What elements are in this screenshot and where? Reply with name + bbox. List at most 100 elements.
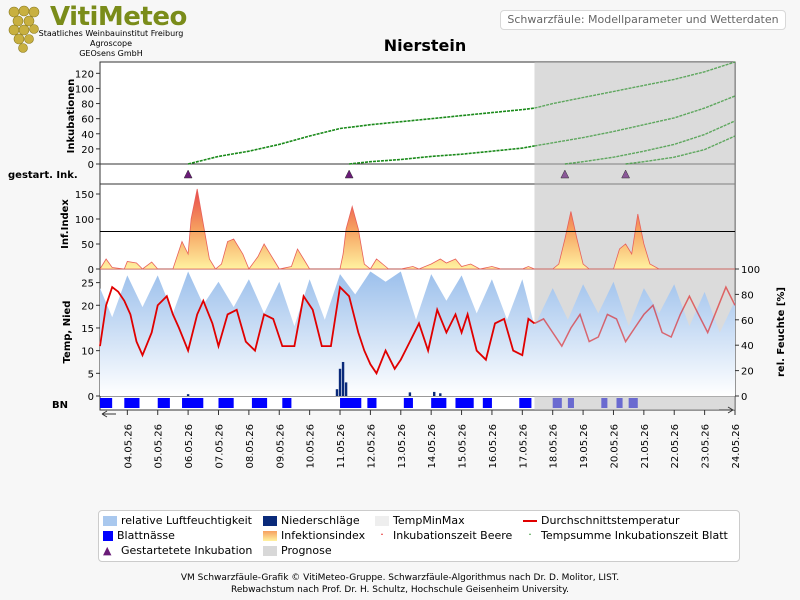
- gestartete-inkubation-marker-2: [344, 169, 354, 179]
- chart-canvas: 0 20 40 60 80 100 120 0 50 100 150 0 5 10 15 20 25 0 20 40 6…: [8, 61, 787, 469]
- x-tick-label: 13.05.26: [397, 424, 408, 469]
- niederschlag-bar-8: [186, 394, 190, 396]
- legend-item-durchschnittstemperatur: Durchschnittstemperatur: [523, 514, 680, 528]
- logo-line-3: GEOsens GmbH: [79, 49, 143, 58]
- gestartete-inkubation-marker-1: [183, 169, 193, 179]
- legend-label: TempMinMax: [393, 514, 465, 527]
- inf-tick-label: 0: [88, 265, 94, 276]
- legend-item-luftfeuchte: relative Luftfeuchtigkeit: [103, 514, 252, 528]
- temp-tick-label: 5: [88, 369, 94, 380]
- blattnaesse-bar-12: [455, 398, 474, 408]
- legend-item-prognose: Prognose: [263, 544, 332, 558]
- x-tick-label: 21.05.26: [640, 424, 651, 469]
- inf-tick-label: 150: [75, 190, 94, 201]
- blattnaesse-bar-7: [282, 398, 292, 408]
- x-tick-label: 15.05.26: [458, 424, 469, 469]
- niederschlag-bar-3: [344, 382, 348, 396]
- blattnaesse-bar-6: [251, 398, 268, 408]
- legend-label: Blattnässe: [117, 529, 175, 542]
- niederschlag-bar-4: [335, 389, 339, 396]
- logo-line-2: Agroscope: [89, 39, 133, 48]
- luftfeuchte-area: [100, 271, 735, 396]
- x-tick-label: 06.05.26: [184, 424, 195, 469]
- legend-label: Durchschnittstemperatur: [541, 514, 680, 527]
- inkubation-series-1-prognose: [534, 61, 736, 109]
- vitimeteo-logo: VitiMeteo Staatliches Weinbauinstitut Fr…: [4, 2, 187, 58]
- x-tick-label: 16.05.26: [488, 424, 499, 469]
- legend-item-niederschlaege: Niederschläge: [263, 514, 360, 528]
- legend-label: relative Luftfeuchtigkeit: [121, 514, 252, 527]
- feuchte-tick-label: 0: [741, 392, 747, 403]
- blattnaesse-bar-5: [218, 398, 234, 408]
- legend-item-infektionsindex: Infektionsindex: [263, 529, 365, 543]
- blattnaesse-bar-13: [482, 398, 492, 408]
- blattnaesse-bar-11: [431, 398, 447, 408]
- subtitle-box: Schwarzfäule: Modellparameter und Wetter…: [500, 10, 786, 30]
- niederschlag-bar-6: [433, 391, 436, 396]
- legend-label: Gestartetete Inkubation: [121, 544, 253, 557]
- legend-label: Prognose: [281, 544, 332, 557]
- temp-tick-label: 10: [81, 347, 94, 358]
- footer-line-1: VM Schwarzfäule-Grafik © VitiMeteo-Grupp…: [180, 573, 620, 583]
- niederschlag-bar-7: [439, 393, 442, 396]
- feuchte-tick-label: 80: [741, 290, 754, 301]
- gestartete-inkubation-marker-3: [560, 169, 570, 179]
- blattnaesse-bar-14: [519, 398, 532, 408]
- x-tick-label: 17.05.26: [518, 424, 529, 469]
- inf-tick-label: 50: [81, 240, 94, 251]
- x-tick-label: 18.05.26: [549, 424, 560, 469]
- legend-label: Tempsumme Inkubationszeit Blatt: [541, 529, 728, 542]
- blattnaesse-bar-1: [100, 398, 113, 408]
- durchschnittstemperatur-prognose-line: [534, 285, 736, 348]
- logo-title: VitiMeteo: [50, 2, 187, 32]
- grape-icon: [8, 5, 40, 53]
- x-tick-label: 11.05.26: [336, 424, 347, 469]
- blattnaesse-bar-18: [616, 398, 623, 408]
- x-tick-label: 19.05.26: [579, 424, 590, 469]
- temp-tick-label: 0: [88, 392, 94, 403]
- blattnaesse-bar-19: [628, 398, 638, 408]
- scroll-right-icon: [719, 406, 734, 414]
- legend-label: Infektionsindex: [281, 529, 366, 542]
- inkubation-series-3-prognose: [564, 120, 736, 165]
- inkubation-series-4-prognose: [625, 135, 736, 165]
- infindex-axis-label: Inf.Index: [60, 199, 71, 249]
- blattnaesse-bar-9: [367, 398, 377, 408]
- x-tick-label: 12.05.26: [366, 424, 377, 469]
- legend-label: Inkubationszeit Beere: [393, 529, 513, 542]
- x-tick-label: 14.05.26: [427, 424, 438, 469]
- legend-item-blattnaesse: Blattnässe: [103, 529, 175, 543]
- legend-item-inkubationszeit-beere: · Inkubationszeit Beere: [380, 528, 513, 542]
- feuchte-tick-label: 60: [741, 316, 754, 327]
- blattnaesse-bar-17: [601, 398, 608, 408]
- x-tick-label: 20.05.26: [609, 424, 620, 469]
- gestart-axis-label: gestart. Ink.: [8, 170, 78, 181]
- legend-item-tempsumme: · Tempsumme Inkubationszeit Blatt: [528, 528, 728, 542]
- temp-tick-label: 20: [81, 301, 94, 312]
- niederschlag-bar-2: [341, 361, 345, 396]
- x-tick-label: 09.05.26: [275, 424, 286, 469]
- x-tick-label: 10.05.26: [306, 424, 317, 469]
- legend-item-gestartete-inkubation: ▲ Gestartetete Inkubation: [103, 544, 253, 557]
- temp-tick-label: 15: [81, 324, 94, 335]
- temp-tick-label: 25: [81, 279, 94, 290]
- ink-tick-label: 40: [81, 130, 94, 141]
- legend-item-tempminmax: TempMinMax: [375, 514, 465, 528]
- x-tick-label: 07.05.26: [214, 424, 225, 469]
- ink-tick-label: 120: [75, 69, 94, 80]
- inkubation-series-2-prognose: [534, 95, 736, 147]
- gestartete-inkubation-marker-4: [621, 169, 631, 179]
- chart-legend: relative Luftfeuchtigkeit Niederschläge …: [98, 510, 740, 562]
- scroll-left-icon: [101, 410, 116, 418]
- inkubationen-axis-label: Inkubationen: [66, 79, 77, 154]
- infektionsindex-area: [99, 188, 735, 270]
- feuchte-tick-label: 100: [741, 265, 760, 276]
- footer-line-2: Rebwachstum nach Prof. Dr. H. Schultz, H…: [231, 585, 569, 595]
- x-tick-label: 05.05.26: [154, 424, 165, 469]
- inkubation-series-2: [349, 145, 535, 165]
- niederschlag-bar-5: [408, 392, 412, 396]
- blattnaesse-bar-15: [552, 398, 562, 408]
- feuchte-tick-label: 20: [741, 367, 754, 378]
- chart-title: Nierstein: [383, 36, 467, 55]
- temp-axis-label: Temp, Nied: [62, 301, 73, 364]
